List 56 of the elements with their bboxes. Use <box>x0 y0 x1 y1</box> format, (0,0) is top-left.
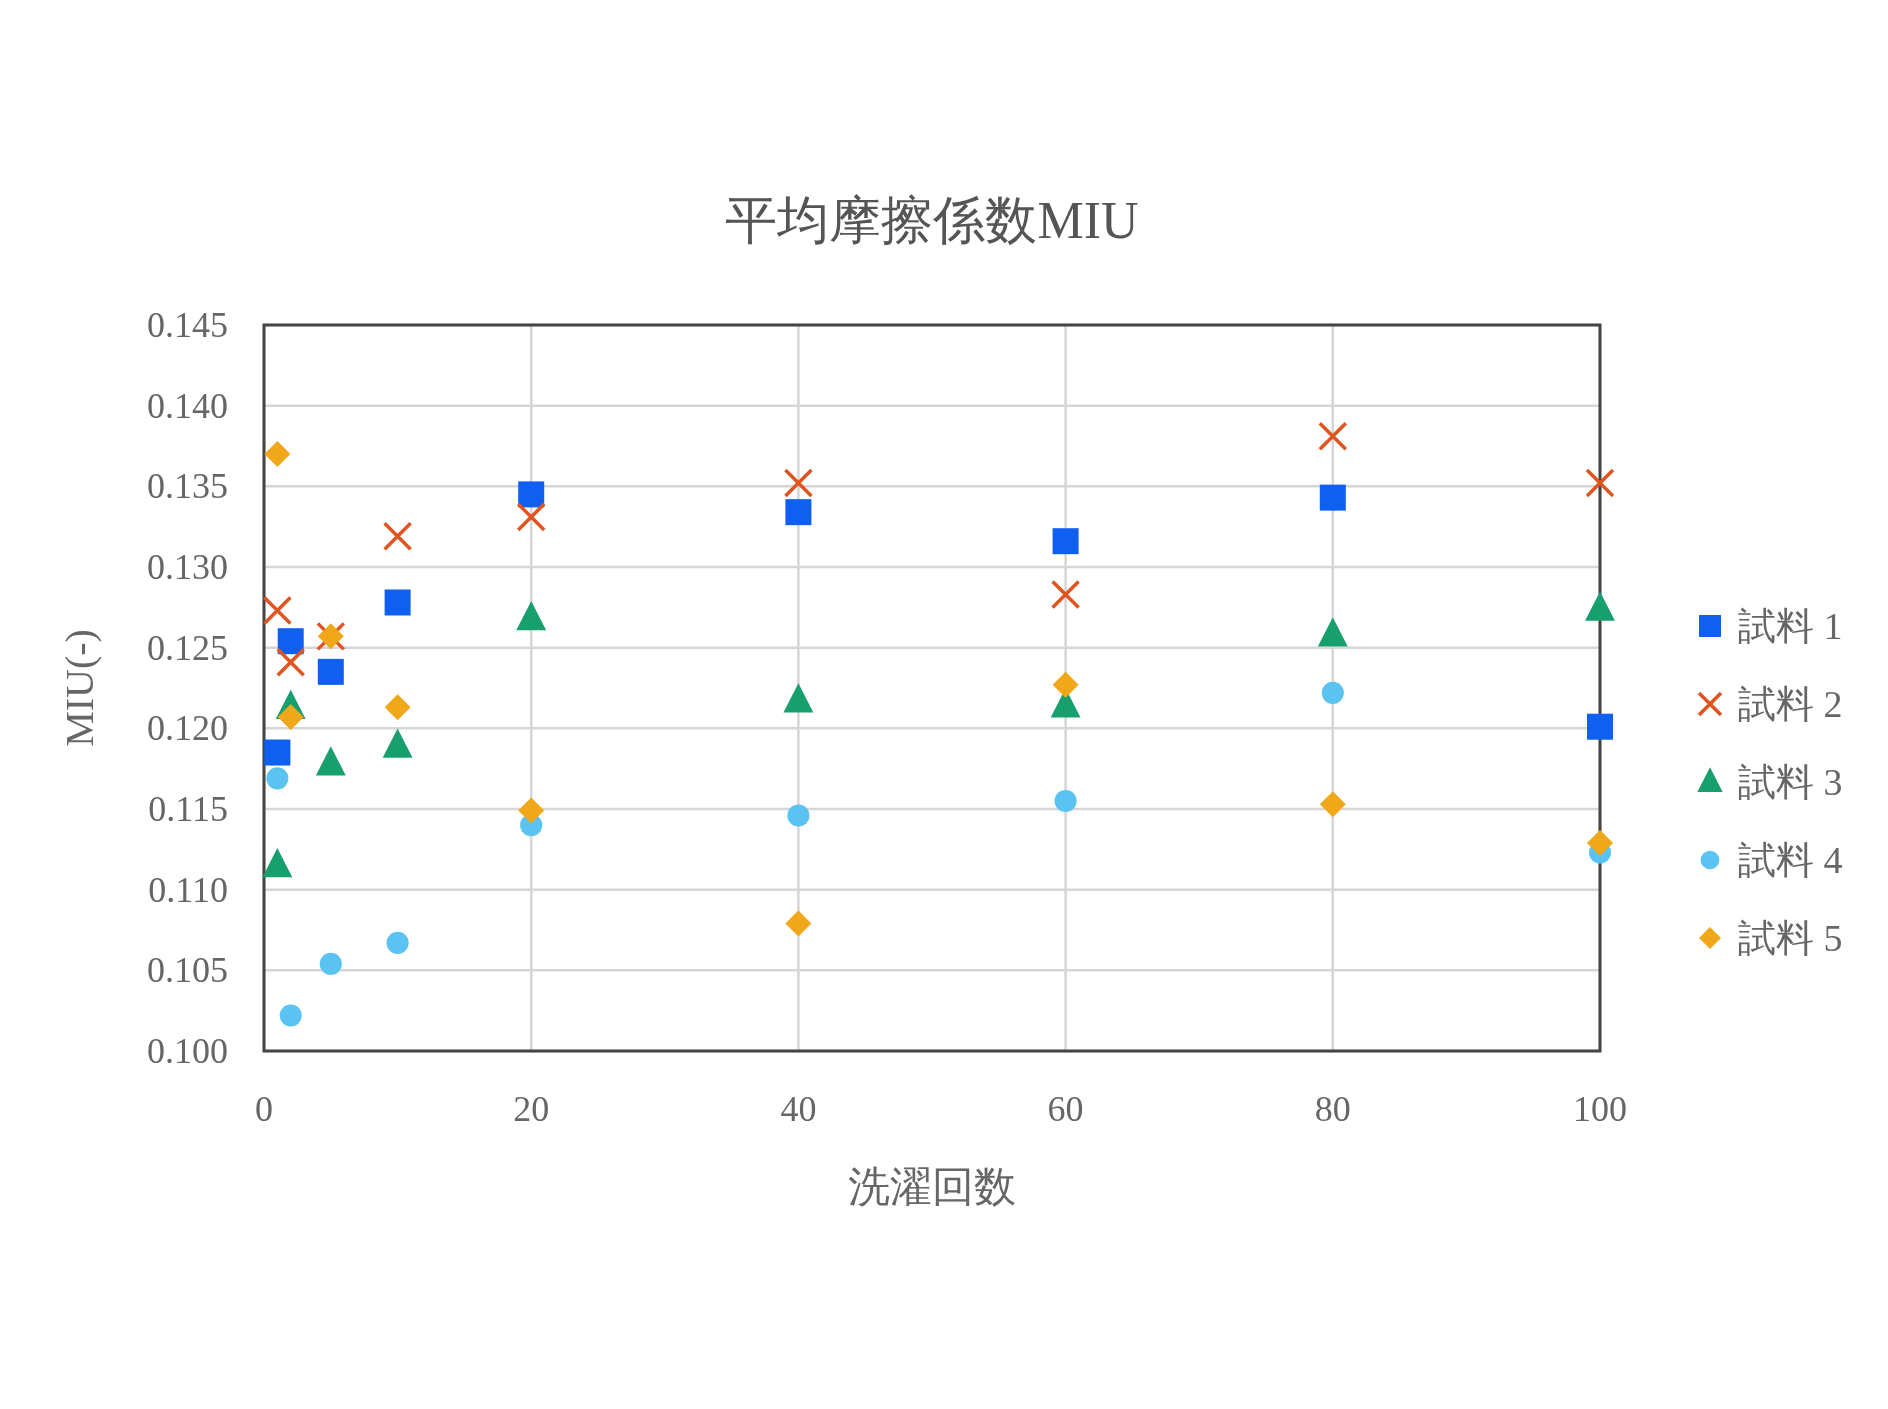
point <box>516 502 546 532</box>
point <box>275 647 306 677</box>
point <box>1319 791 1346 818</box>
point <box>518 481 545 508</box>
y-tick-label: 0.125 <box>147 627 228 668</box>
point <box>277 704 304 731</box>
chart-title: 平均摩擦係数MIU <box>725 192 1139 249</box>
point <box>384 694 411 721</box>
y-tick-label: 0.105 <box>147 950 228 991</box>
y-tick-label: 0.115 <box>148 789 228 829</box>
y-tick-label: 0.130 <box>147 547 228 587</box>
point <box>1054 789 1077 812</box>
y-tick-label: 0.100 <box>147 1031 228 1071</box>
point <box>518 797 545 824</box>
point <box>1585 468 1615 498</box>
point <box>1052 528 1079 555</box>
point <box>266 767 289 790</box>
y-tick-label: 0.140 <box>147 385 228 426</box>
point <box>317 658 344 685</box>
y-tick-label: 0.120 <box>147 708 228 749</box>
y-tick-label: 0.145 <box>147 305 228 345</box>
legend-label: 試料 5 <box>1738 917 1843 959</box>
point <box>277 628 304 655</box>
point <box>386 931 409 954</box>
legend-label: 試料 1 <box>1738 605 1843 647</box>
point <box>264 441 291 468</box>
point <box>1318 421 1348 452</box>
point <box>1050 579 1081 610</box>
x-tick-label: 80 <box>1314 1089 1351 1129</box>
x-tick-label: 40 <box>780 1089 817 1129</box>
x-tick-label: 0 <box>255 1089 273 1129</box>
x-tick-label: 60 <box>1047 1089 1084 1129</box>
y-tick-label: 0.110 <box>148 869 228 910</box>
point <box>785 910 812 937</box>
y-tick-label: 0.135 <box>147 466 228 507</box>
point <box>319 952 342 975</box>
x-tick-label: 20 <box>513 1089 550 1129</box>
x-tick-label: 100 <box>1573 1089 1627 1129</box>
point <box>1052 671 1079 698</box>
point <box>1587 713 1613 740</box>
legend-label: 試料 4 <box>1738 839 1843 881</box>
point <box>787 804 810 827</box>
legend-label: 試料 3 <box>1738 761 1843 803</box>
point <box>1321 681 1344 704</box>
point <box>382 521 413 552</box>
point <box>1319 484 1346 511</box>
point <box>1587 829 1613 856</box>
x-axis-title: 洗濯回数 <box>848 1164 1016 1210</box>
point <box>785 499 812 526</box>
y-axis-title: MIU(-) <box>57 629 102 747</box>
point <box>783 468 814 498</box>
point <box>264 739 291 766</box>
point <box>279 1004 302 1027</box>
point <box>262 595 293 626</box>
legend-label: 試料 2 <box>1738 683 1843 725</box>
point <box>384 589 411 616</box>
